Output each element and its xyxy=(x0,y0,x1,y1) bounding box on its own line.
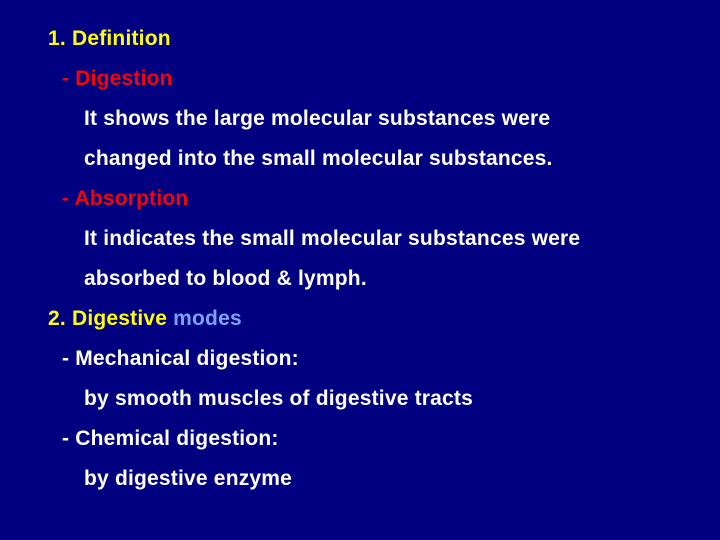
text: - Absorption xyxy=(62,187,188,210)
body-text: It shows the large molecular substances … xyxy=(84,108,672,129)
text-segment: 2. Digestive xyxy=(48,307,173,330)
heading-digestive-modes: 2. Digestive modes xyxy=(48,308,672,329)
subheading-absorption: - Absorption xyxy=(62,188,672,209)
text: It shows the large molecular substances … xyxy=(84,107,550,130)
text: It indicates the small molecular substan… xyxy=(84,227,580,250)
text: changed into the small molecular substan… xyxy=(84,147,553,170)
text-segment: modes xyxy=(173,307,242,330)
body-text: absorbed to blood & lymph. xyxy=(84,268,672,289)
text: - Digestion xyxy=(62,67,173,90)
body-text: by smooth muscles of digestive tracts xyxy=(84,388,672,409)
text: absorbed to blood & lymph. xyxy=(84,267,367,290)
text: by smooth muscles of digestive tracts xyxy=(84,387,473,410)
subheading-mechanical: - Mechanical digestion: xyxy=(62,348,672,369)
body-text: It indicates the small molecular substan… xyxy=(84,228,672,249)
subheading-digestion: - Digestion xyxy=(62,68,672,89)
text: by digestive enzyme xyxy=(84,467,292,490)
subheading-chemical: - Chemical digestion: xyxy=(62,428,672,449)
body-text: by digestive enzyme xyxy=(84,468,672,489)
text: - Chemical digestion: xyxy=(62,427,279,450)
text: 1. Definition xyxy=(48,27,171,50)
body-text: changed into the small molecular substan… xyxy=(84,148,672,169)
text: - Mechanical digestion: xyxy=(62,347,299,370)
heading-definition: 1. Definition xyxy=(48,28,672,49)
